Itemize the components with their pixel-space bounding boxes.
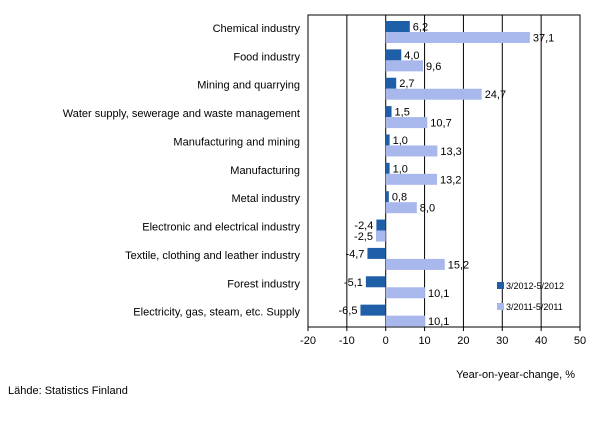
bar-series-2	[385, 145, 438, 157]
category-label: Manufacturing and mining	[173, 136, 300, 148]
plot-frame	[307, 14, 581, 328]
category-label: Forest industry	[227, 278, 300, 290]
data-label: 10,1	[428, 316, 449, 328]
legend-label: 3/2011-5/2011	[506, 302, 563, 312]
category-label: Electronic and electrical industry	[142, 222, 300, 234]
data-label: 2,7	[399, 78, 414, 90]
legend-swatch	[497, 282, 504, 289]
bar-series-1	[385, 49, 402, 61]
x-axis-title: Year-on-year-change, %	[456, 369, 575, 381]
data-label: -2,4	[354, 220, 373, 232]
data-label: 15,2	[448, 259, 469, 271]
data-label: 1,0	[393, 163, 408, 175]
bar-series-1	[360, 304, 386, 316]
bar-series-2	[385, 315, 425, 327]
category-label: Metal industry	[232, 193, 301, 205]
legend-swatch	[497, 303, 504, 310]
data-label: 1,0	[393, 135, 408, 147]
data-label: 1,5	[395, 107, 410, 119]
data-label: 4,0	[404, 50, 419, 62]
category-label: Electricity, gas, steam, etc. Supply	[133, 307, 300, 319]
x-tick-label: 10	[418, 335, 430, 347]
bar-series-1	[365, 276, 386, 288]
legend-label: 3/2012-5/2012	[506, 281, 564, 291]
category-label: Water supply, sewerage and waste managem…	[63, 108, 300, 120]
category-label: Manufacturing	[230, 165, 300, 177]
data-label: 10,7	[430, 118, 451, 130]
bar-series-1	[385, 162, 390, 174]
data-label: 8,0	[420, 203, 435, 215]
x-tick-label: 20	[457, 335, 469, 347]
data-label: 6,2	[413, 22, 428, 34]
data-label: -4,7	[345, 248, 364, 260]
bar-series-2	[385, 287, 425, 299]
data-label: 13,2	[440, 174, 461, 186]
bar-series-1	[385, 77, 397, 89]
data-label: 9,6	[426, 61, 441, 73]
data-label: -5,1	[344, 277, 363, 289]
category-label: Chemical industry	[213, 23, 301, 35]
bar-series-2	[385, 258, 445, 270]
x-tick-label: 40	[535, 335, 547, 347]
category-label: Mining and quarrying	[197, 80, 300, 92]
bar-series-1	[385, 106, 392, 118]
bar-series-2	[385, 32, 530, 43]
x-tick-label: 50	[574, 335, 586, 347]
bar-series-1	[385, 134, 390, 146]
data-label: -6,5	[338, 305, 357, 317]
data-label: 0,8	[392, 192, 407, 204]
bar-series-1	[385, 191, 389, 203]
bar-series-2	[385, 117, 428, 129]
bar-series-2	[385, 202, 417, 214]
data-label: 13,3	[440, 146, 461, 158]
bar-series-1	[376, 219, 386, 231]
data-label: 37,1	[533, 33, 554, 45]
data-label: 24,7	[485, 89, 506, 101]
x-tick-label: 30	[496, 335, 508, 347]
category-label: Food industry	[233, 51, 300, 63]
x-tick-label: 0	[383, 335, 389, 347]
bar-series-1	[385, 21, 410, 32]
data-label: 10,1	[428, 288, 449, 300]
source-note: Lähde: Statistics Finland	[8, 385, 128, 397]
category-label: Textile, clothing and leather industry	[125, 250, 300, 262]
x-tick-label: -20	[300, 335, 316, 347]
bar-series-1	[367, 247, 386, 259]
bar-series-2	[385, 60, 424, 72]
data-label: -2,5	[354, 231, 373, 243]
bar-series-2	[385, 88, 482, 100]
x-tick-label: -10	[339, 335, 355, 347]
bar-series-2	[376, 230, 386, 242]
bar-series-2	[385, 173, 438, 185]
